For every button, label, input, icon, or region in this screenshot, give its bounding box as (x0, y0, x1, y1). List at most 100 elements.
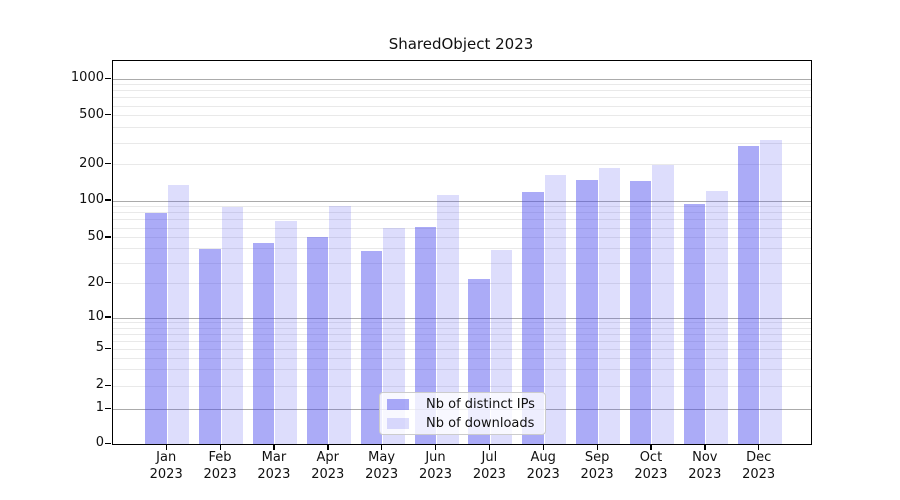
y-tick-mark (105, 347, 111, 350)
x-tick-mark (758, 444, 760, 450)
bar-nb-of-downloads-jun (437, 194, 459, 444)
legend-item-distinct-ips: Nb of distinct IPs (387, 397, 537, 412)
legend-item-downloads: Nb of downloads (387, 416, 537, 431)
y-tick-label: 5 (95, 340, 104, 356)
gridline-major (113, 78, 811, 80)
gridline-minor (113, 333, 811, 335)
x-tick-label: Jul 2023 (472, 450, 506, 482)
x-tick-mark (596, 444, 598, 450)
gridline-minor (113, 248, 811, 250)
gridline-minor (113, 90, 811, 92)
bar-nb-of-downloads-aug (544, 174, 567, 444)
bar-nb-of-downloads-oct (652, 164, 674, 444)
x-tick-label: May 2023 (365, 450, 399, 482)
gridline-minor (113, 262, 811, 264)
bar-nb-of-downloads-sep (598, 168, 621, 444)
bar-nb-of-downloads-jan (167, 185, 190, 444)
gridline-minor (113, 237, 811, 239)
x-tick-mark (381, 444, 383, 450)
y-tick-label: 1 (95, 400, 104, 416)
x-tick-mark (650, 444, 652, 450)
gridline-minor (113, 127, 811, 129)
gridline-minor (113, 357, 811, 359)
y-tick-label: 500 (79, 106, 104, 122)
gridline-minor (113, 348, 811, 350)
gridline-minor (113, 115, 811, 117)
bar-nb-of-downloads-dec (760, 140, 782, 444)
gridline-major (113, 317, 811, 319)
y-tick-label: 50 (87, 228, 104, 244)
bar-nb-of-downloads-apr (329, 205, 351, 444)
gridline-minor (113, 164, 811, 166)
legend-swatch-downloads (387, 417, 409, 429)
y-tick-mark (105, 442, 111, 444)
bar-nb-of-distinct-ips-dec (737, 145, 760, 444)
legend-swatch-distinct-ips (387, 398, 409, 410)
y-tick-label: 2 (95, 377, 104, 392)
bar-nb-of-downloads-feb (221, 207, 244, 444)
bar-nb-of-distinct-ips-jan (145, 212, 167, 444)
gridline-minor (113, 219, 811, 221)
bar-nb-of-distinct-ips-feb (199, 248, 221, 444)
y-tick-mark (105, 316, 111, 318)
gridline-major (113, 200, 811, 202)
x-tick-label: Jan 2023 (149, 450, 183, 482)
legend-label-distinct-ips: Nb of distinct IPs (426, 396, 535, 412)
bar-nb-of-downloads-may (383, 228, 405, 444)
gridline-minor (113, 84, 811, 86)
y-tick-mark (105, 199, 111, 201)
gridline-minor (113, 283, 811, 285)
bar-nb-of-downloads-mar (275, 221, 297, 444)
y-tick-label: 20 (87, 274, 104, 290)
y-tick-label: 0 (95, 435, 104, 450)
gridline-minor (113, 340, 811, 342)
gridline-minor (113, 322, 811, 324)
x-tick-mark (435, 444, 437, 450)
y-tick-label: 200 (79, 155, 104, 171)
legend: Nb of distinct IPs Nb of downloads (379, 392, 546, 435)
chart-title: SharedObject 2023 (388, 35, 534, 53)
x-tick-label: Mar 2023 (257, 450, 291, 482)
bar-nb-of-distinct-ips-sep (576, 179, 598, 444)
y-tick-mark (105, 163, 111, 165)
y-tick-mark (105, 236, 111, 238)
gridline-minor (113, 369, 811, 371)
x-tick-label: Sep 2023 (580, 450, 614, 482)
y-tick-mark (105, 77, 111, 79)
y-tick-mark (105, 114, 111, 116)
bar-nb-of-distinct-ips-mar (252, 243, 275, 444)
y-tick-label: 100 (79, 191, 104, 207)
x-tick-mark (704, 444, 706, 450)
x-tick-mark (165, 444, 167, 450)
gridline-minor (113, 206, 811, 208)
x-tick-label: Oct 2023 (634, 450, 668, 482)
x-tick-label: Apr 2023 (311, 450, 345, 482)
bar-nb-of-distinct-ips-nov (683, 203, 706, 444)
bar-nb-of-distinct-ips-apr (306, 236, 329, 444)
x-tick-label: Aug 2023 (526, 450, 560, 482)
gridline-minor (113, 212, 811, 214)
x-tick-mark (273, 444, 275, 450)
gridline-minor (113, 105, 811, 107)
x-tick-label: Dec 2023 (742, 450, 776, 482)
y-tick-mark (105, 384, 111, 386)
x-tick-mark (542, 444, 545, 450)
x-tick-mark (488, 444, 491, 450)
bar-nb-of-distinct-ips-aug (522, 191, 544, 444)
bar-nb-of-distinct-ips-may (360, 251, 383, 444)
y-tick-label: 1000 (70, 70, 104, 85)
gridline-minor (113, 227, 811, 229)
x-tick-label: Feb 2023 (203, 450, 237, 482)
gridline-minor (113, 385, 811, 387)
gridline-minor (113, 97, 811, 99)
bar-nb-of-distinct-ips-oct (629, 181, 652, 444)
bar-nb-of-downloads-nov (706, 191, 728, 444)
x-tick-label: Jun 2023 (418, 450, 453, 482)
plot-area (112, 60, 812, 445)
gridline-minor (113, 327, 811, 329)
gridline-minor (113, 142, 811, 144)
y-tick-mark (105, 282, 111, 284)
y-tick-mark (105, 407, 111, 410)
bar-nb-of-distinct-ips-jun (414, 227, 436, 444)
